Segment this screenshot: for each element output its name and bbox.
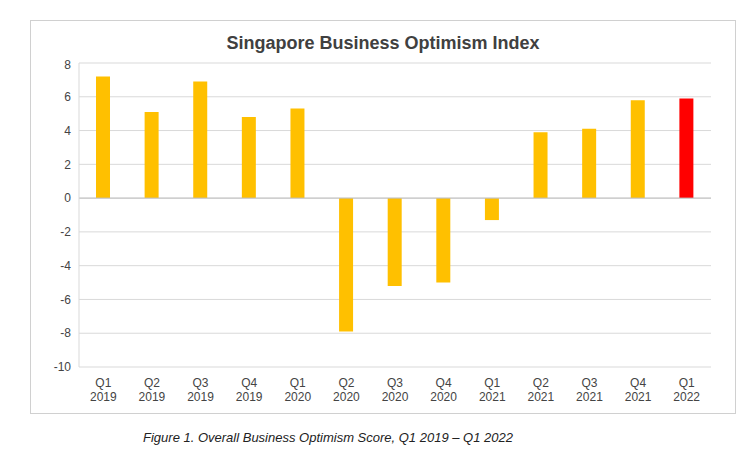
- svg-text:Q12021: Q12021: [479, 376, 506, 404]
- svg-text:Q12019: Q12019: [90, 376, 117, 404]
- svg-text:Q32021: Q32021: [576, 376, 603, 404]
- svg-text:-10: -10: [54, 360, 72, 374]
- html-text:Figure 1. Overall Business Opt: Figure 1. Overall Business Optimism Scor…: [143, 430, 513, 445]
- svg-text:-8: -8: [60, 326, 71, 340]
- svg-text:4: 4: [64, 124, 71, 138]
- svg-text:Q32019: Q32019: [187, 376, 214, 404]
- svg-text:0: 0: [64, 191, 71, 205]
- svg-text:2: 2: [64, 158, 71, 172]
- svg-text:Q42020: Q42020: [430, 376, 457, 404]
- svg-text:Q32020: Q32020: [382, 376, 409, 404]
- html-text:Singapore Business Optimism In: Singapore Business Optimism Index: [226, 33, 540, 53]
- svg-text:Q42021: Q42021: [625, 376, 652, 404]
- svg-text:Q12022: Q12022: [673, 376, 700, 404]
- svg-text:-2: -2: [60, 225, 71, 239]
- svg-text:-4: -4: [60, 259, 71, 273]
- svg-text:Q22019: Q22019: [139, 376, 166, 404]
- svg-text:Q22021: Q22021: [527, 376, 554, 404]
- svg-text:Q22020: Q22020: [333, 376, 360, 404]
- svg-text:-6: -6: [60, 293, 71, 307]
- svg-text:Q42019: Q42019: [236, 376, 263, 404]
- svg-text:8: 8: [64, 58, 71, 72]
- svg-text:Q12020: Q12020: [284, 376, 311, 404]
- svg-text:6: 6: [64, 90, 71, 104]
